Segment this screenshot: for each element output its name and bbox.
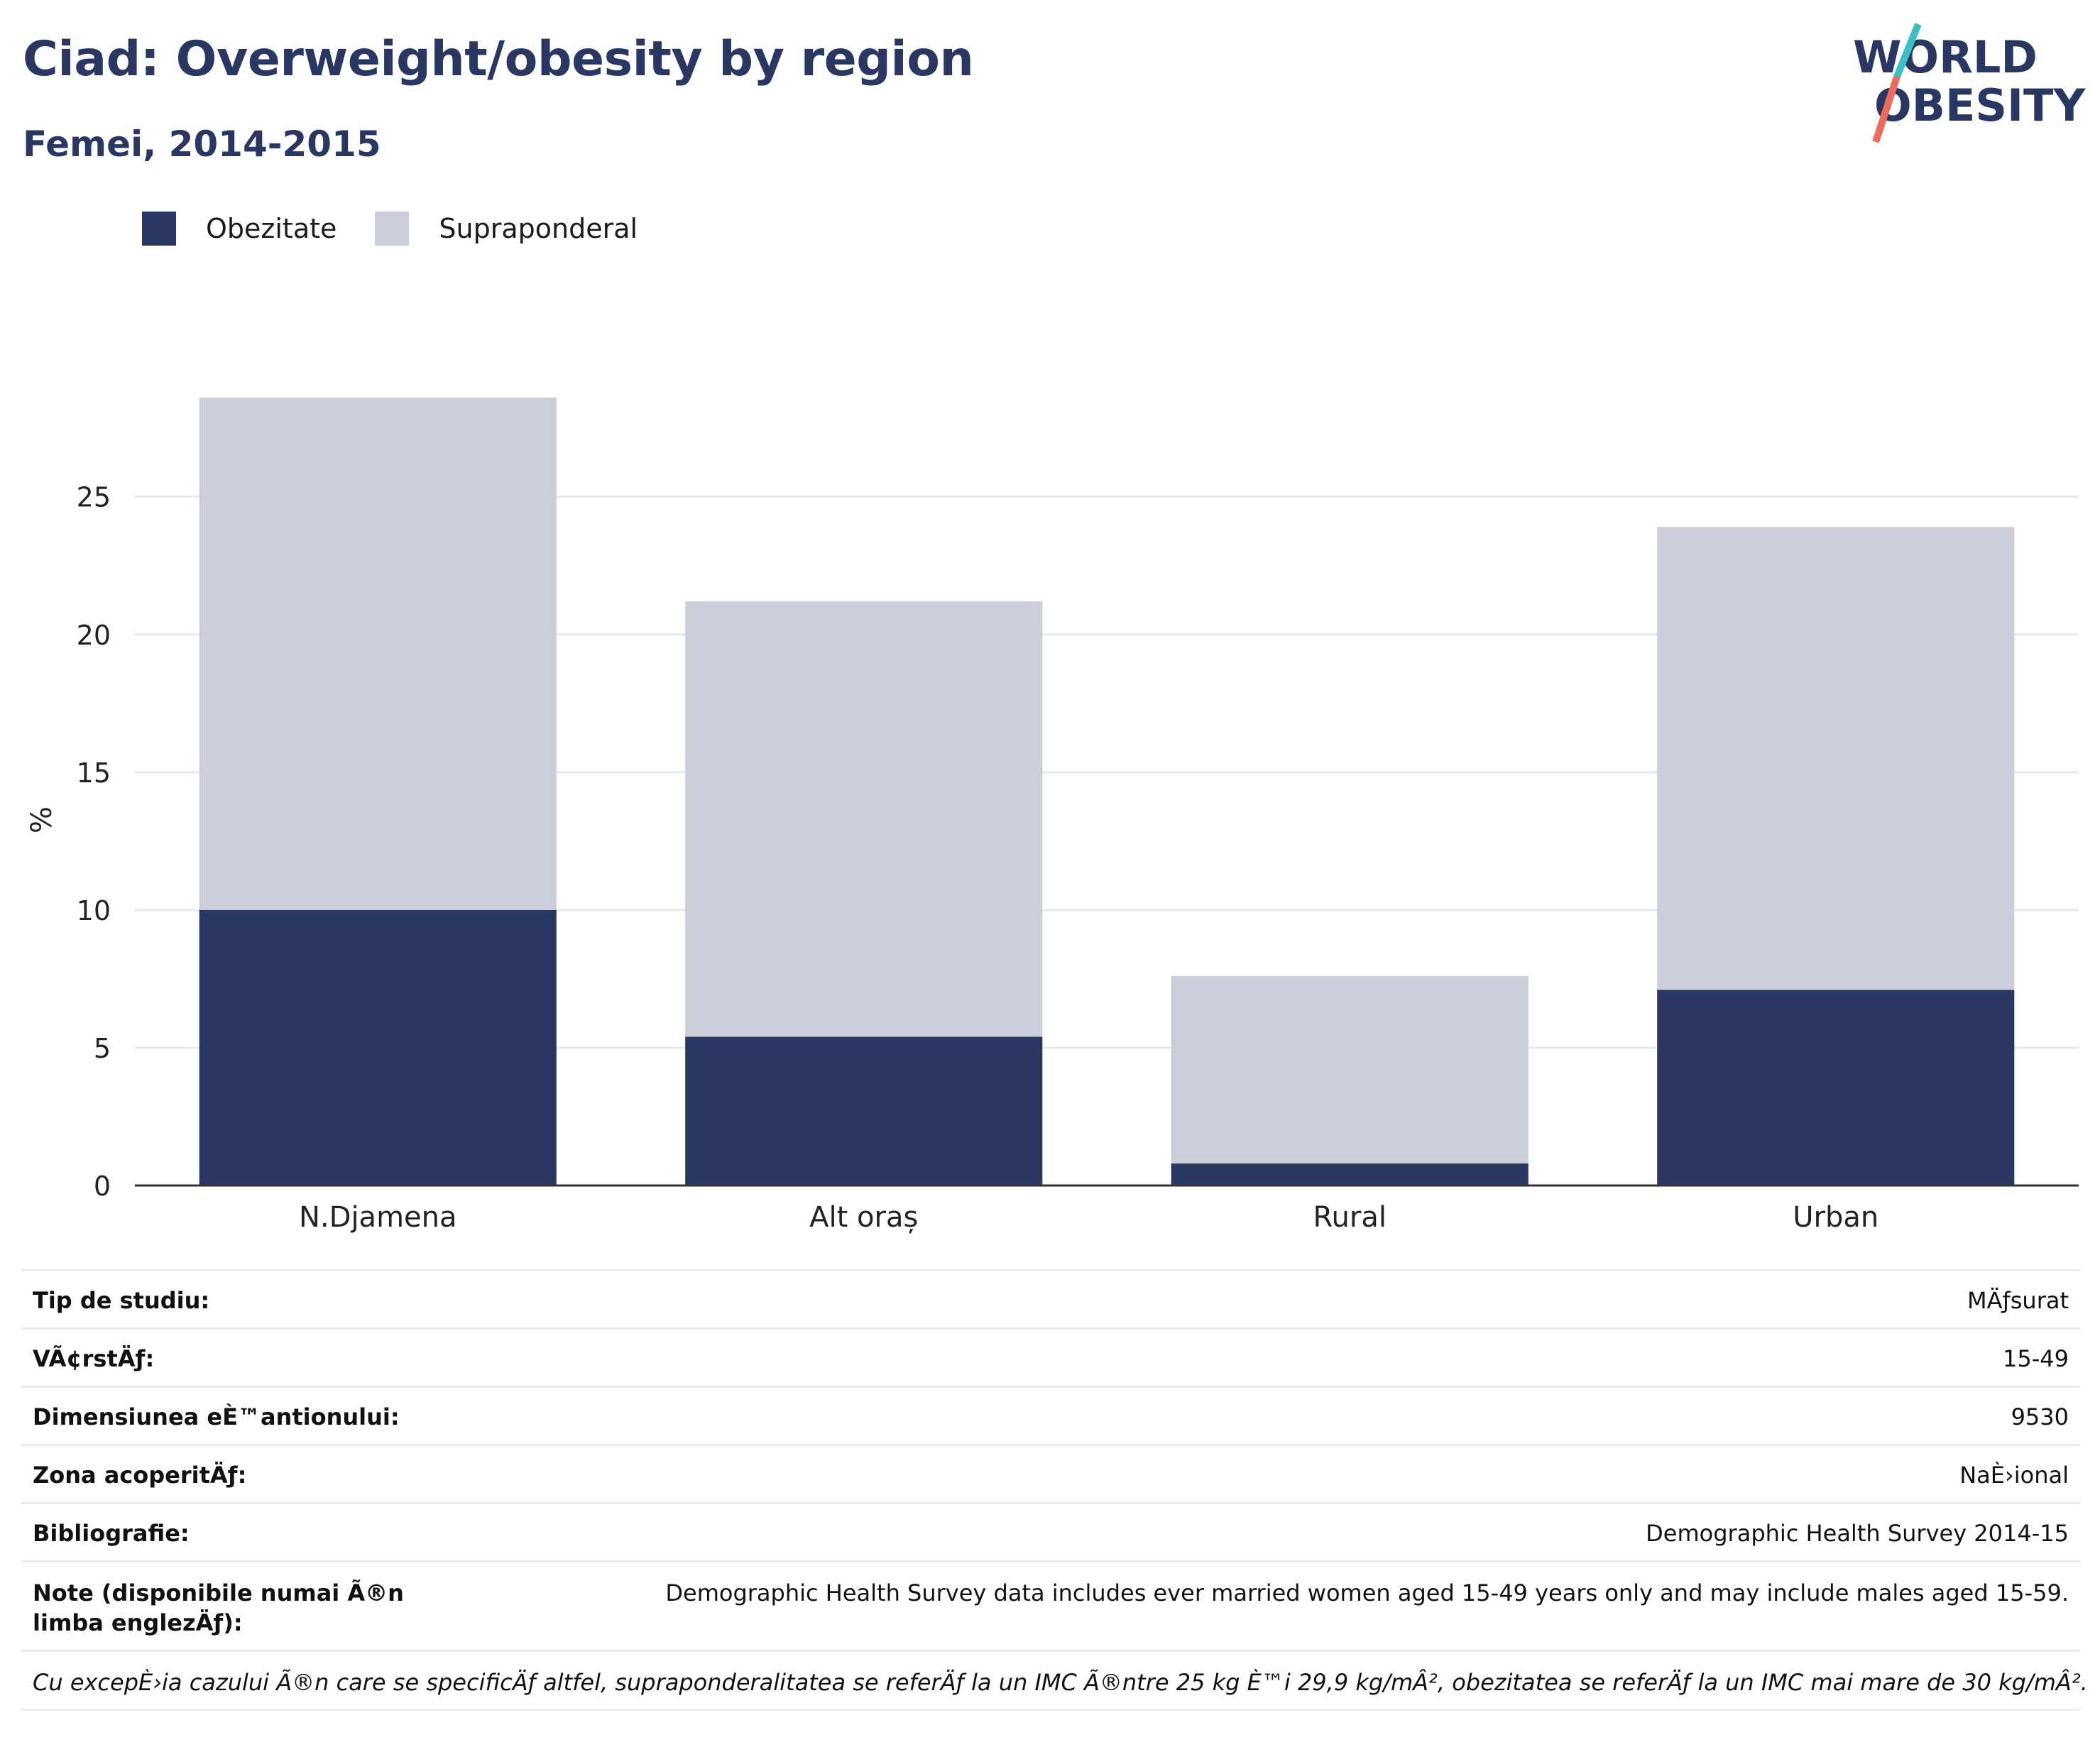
legend-item-obezitate[interactable]: Obezitate — [142, 212, 337, 246]
logo-slash-teal — [1893, 23, 1922, 78]
bar-supraponderal-3 — [1657, 527, 2015, 990]
info-row-age: VÃ¢rstÄƒ: 15-49 — [21, 1327, 2080, 1386]
info-value: Demographic Health Survey 2014-15 — [1646, 1520, 2069, 1547]
legend-item-supraponderal[interactable]: Supraponderal — [375, 212, 638, 246]
info-value: NaÈ›ional — [1959, 1462, 2069, 1489]
bar-supraponderal-1 — [685, 601, 1043, 1037]
chart-subtitle: Femei, 2014-2015 — [23, 124, 381, 165]
chart-legend: Obezitate Supraponderal — [142, 212, 676, 246]
x-tick-label: Rural — [1313, 1201, 1387, 1234]
y-tick-label: 5 — [94, 1033, 111, 1064]
legend-label-supraponderal: Supraponderal — [439, 213, 638, 244]
bar-obezitate-2 — [1171, 1163, 1528, 1185]
info-row-study-type: Tip de studiu: MÄƒsurat — [21, 1269, 2080, 1327]
logo-line2: OBESITY — [1874, 80, 2086, 131]
info-key: VÃ¢rstÄƒ: — [33, 1345, 155, 1372]
x-tick-label: Urban — [1793, 1201, 1878, 1234]
chart-title: Ciad: Overweight/obesity by region — [23, 31, 974, 87]
bar-obezitate-0 — [199, 909, 557, 1185]
info-key: Bibliografie: — [33, 1520, 190, 1547]
bar-obezitate-1 — [685, 1036, 1043, 1185]
logo-slash-coral — [1872, 75, 1901, 143]
y-tick-label: 25 — [77, 482, 111, 513]
info-value: 9530 — [2011, 1403, 2069, 1430]
bar-chart: 0 5 10 15 20 25% N.Djamena Alt oraș Rural Urban — [26, 398, 2079, 1234]
info-value: MÄƒsurat — [1967, 1287, 2069, 1314]
x-tick-label: Alt oraș — [809, 1201, 918, 1234]
info-value: 15-49 — [2003, 1345, 2069, 1372]
legend-label-obezitate: Obezitate — [206, 213, 337, 244]
info-value: Demographic Health Survey data includes … — [665, 1579, 2069, 1606]
y-tick-label: 10 — [77, 895, 111, 926]
world-obesity-logo: WORLD OBESITY — [1853, 23, 2086, 143]
legend-swatch-supraponderal — [375, 212, 410, 246]
legend-swatch-obezitate — [142, 212, 176, 246]
info-row-notes: Note (disponibile numai Ã®n limba englez… — [21, 1560, 2080, 1650]
logo-line1: WORLD — [1853, 31, 2038, 83]
bar-obezitate-3 — [1657, 990, 2015, 1185]
bar-supraponderal-2 — [1171, 976, 1528, 1163]
info-row-sample-size: Dimensiunea eÈ™antionului: 9530 — [21, 1386, 2080, 1444]
x-tick-label: N.Djamena — [299, 1201, 457, 1234]
y-tick-label: 15 — [77, 757, 111, 789]
bar-supraponderal-0 — [199, 398, 557, 910]
info-key: Note (disponibile numai Ã®n limba englez… — [33, 1579, 404, 1636]
info-key: Dimensiunea eÈ™antionului: — [33, 1403, 400, 1430]
y-tick-label: 0 — [94, 1171, 111, 1202]
study-info-table: Tip de studiu: MÄƒsurat VÃ¢rstÄƒ: 15-49 … — [21, 1269, 2088, 1711]
info-row-coverage: Zona acoperitÄƒ: NaÈ›ional — [21, 1444, 2080, 1502]
y-axis-label: % — [26, 806, 58, 833]
footnote: Cu excepÈ›ia cazului Ã®n care se specifi… — [21, 1650, 2088, 1711]
y-tick-label: 20 — [77, 620, 111, 651]
info-key: Tip de studiu: — [33, 1287, 210, 1314]
info-row-bibliography: Bibliografie: Demographic Health Survey … — [21, 1502, 2080, 1560]
info-key: Zona acoperitÄƒ: — [33, 1462, 247, 1489]
